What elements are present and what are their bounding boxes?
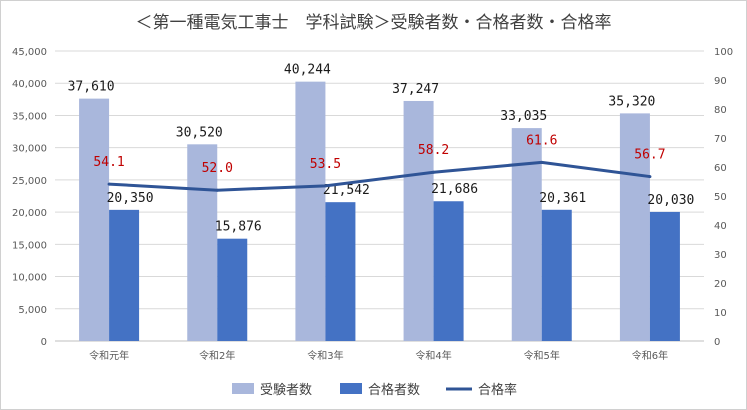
y-tick-label-left: 5,000 xyxy=(18,305,47,316)
legend-swatch-examinees xyxy=(232,383,254,394)
bar-examinees xyxy=(403,100,434,341)
bar-passers xyxy=(325,202,356,341)
y-tick-label-right: 100 xyxy=(714,47,733,58)
data-label-pass-rate: 58.2 xyxy=(418,143,449,158)
point-pass-rate xyxy=(540,160,544,164)
data-label-examinees: 40,244 xyxy=(284,63,331,78)
data-label-examinees: 30,520 xyxy=(176,125,223,140)
y-tick-label-right: 50 xyxy=(714,192,727,203)
data-label-passers: 21,686 xyxy=(431,182,478,197)
x-tick-label: 令和4年 xyxy=(415,349,451,362)
x-tick-label: 令和3年 xyxy=(307,349,343,362)
bar-examinees xyxy=(187,144,218,341)
data-label-examinees: 35,320 xyxy=(608,94,655,109)
y-tick-label-right: 0 xyxy=(714,337,720,348)
y-tick-label-left: 0 xyxy=(41,337,47,348)
chart-title: ＜第一種電気工事士 学科試験＞受験者数・合格者数・合格率 xyxy=(135,13,612,33)
y-tick-label-left: 10,000 xyxy=(12,273,47,284)
point-pass-rate xyxy=(648,175,652,179)
bar-passers xyxy=(541,209,572,341)
y-tick-label-left: 40,000 xyxy=(12,79,47,90)
data-label-passers: 20,350 xyxy=(107,191,154,206)
line-pass-rate xyxy=(108,160,651,192)
y-tick-label-right: 30 xyxy=(714,250,727,261)
y-tick-label-right: 10 xyxy=(714,308,727,319)
bar-passers xyxy=(109,209,140,341)
point-pass-rate xyxy=(323,184,327,188)
point-pass-rate xyxy=(215,188,219,192)
y-tick-label-right: 20 xyxy=(714,279,727,290)
x-tick-label: 令和6年 xyxy=(632,349,668,362)
bar-examinees xyxy=(511,128,542,341)
data-label-pass-rate: 61.6 xyxy=(526,133,557,148)
y-tick-label-right: 60 xyxy=(714,163,727,174)
x-tick-label: 令和元年 xyxy=(89,349,129,362)
legend-label-passers: 合格者数 xyxy=(368,382,420,398)
legend-swatch-passers xyxy=(340,383,362,394)
point-pass-rate xyxy=(432,170,436,174)
data-label-pass-rate: 53.5 xyxy=(310,157,341,172)
data-label-pass-rate: 56.7 xyxy=(634,148,665,163)
data-label-examinees: 37,610 xyxy=(68,80,115,95)
legend-label-pass-rate: 合格率 xyxy=(478,382,517,398)
data-label-examinees: 37,247 xyxy=(392,82,439,97)
data-label-passers: 15,876 xyxy=(215,220,262,235)
bar-examinees xyxy=(295,81,326,341)
bar-passers xyxy=(649,211,680,341)
y-tick-label-left: 30,000 xyxy=(12,144,47,155)
y-tick-label-right: 40 xyxy=(714,221,727,232)
y-tick-label-right: 80 xyxy=(714,105,727,116)
point-pass-rate xyxy=(107,182,111,186)
x-tick-label: 令和5年 xyxy=(524,349,560,362)
x-tick-label: 令和2年 xyxy=(199,349,235,362)
data-label-examinees: 33,035 xyxy=(500,109,547,124)
bar-passers xyxy=(217,238,248,341)
legend-label-examinees: 受験者数 xyxy=(260,383,312,398)
y-tick-label-left: 25,000 xyxy=(12,176,47,187)
data-label-passers: 20,030 xyxy=(647,193,694,208)
bar-passers xyxy=(433,201,464,341)
data-label-pass-rate: 54.1 xyxy=(93,155,124,170)
data-label-passers: 21,542 xyxy=(323,183,370,198)
data-label-pass-rate: 52.0 xyxy=(202,161,233,176)
y-tick-label-right: 70 xyxy=(714,134,727,145)
bar-examinees xyxy=(79,98,110,341)
data-label-passers: 20,361 xyxy=(539,191,586,206)
bar-examinees xyxy=(619,113,650,341)
y-tick-label-right: 90 xyxy=(714,76,727,87)
y-tick-label-left: 20,000 xyxy=(12,208,47,219)
y-tick-label-left: 15,000 xyxy=(12,240,47,251)
y-tick-label-left: 35,000 xyxy=(12,111,47,122)
y-tick-label-left: 45,000 xyxy=(12,47,47,58)
